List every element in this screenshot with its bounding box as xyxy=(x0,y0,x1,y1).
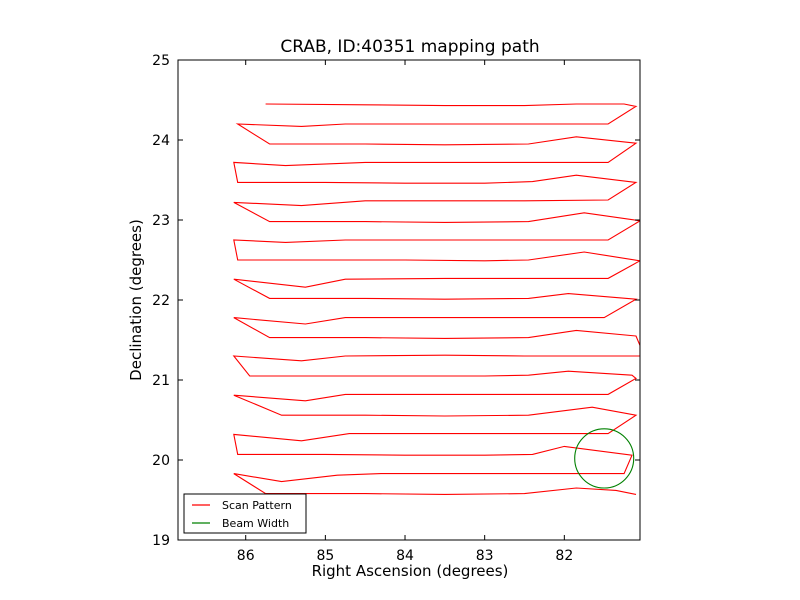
plot-content xyxy=(232,103,640,495)
chart-title: CRAB, ID:40351 mapping path xyxy=(280,37,539,57)
x-axis-label: Right Ascension (degrees) xyxy=(312,562,509,580)
y-tick-label: 21 xyxy=(152,373,170,389)
y-tick-label: 22 xyxy=(152,293,170,309)
x-tick-label: 83 xyxy=(476,548,494,564)
legend-box xyxy=(183,493,307,534)
y-tick-label: 20 xyxy=(152,453,170,469)
x-tick-label: 86 xyxy=(237,548,255,564)
y-tick-label: 23 xyxy=(152,213,170,229)
x-tick-label: 82 xyxy=(555,548,573,564)
y-tick-label: 24 xyxy=(152,133,170,149)
beam-width-circle xyxy=(574,428,635,489)
legend-label-scan-pattern: Scan Pattern xyxy=(222,499,292,512)
x-axis-ticks: 86 85 84 83 82 xyxy=(237,60,573,564)
legend: Scan Pattern Beam Width xyxy=(183,493,307,534)
y-axis-label: Declination (degrees) xyxy=(127,219,145,381)
y-tick-label: 25 xyxy=(152,53,170,69)
x-tick-label: 84 xyxy=(396,548,414,564)
legend-label-beam-width: Beam Width xyxy=(222,517,289,530)
series-line-scan-pattern xyxy=(232,103,640,495)
y-axis-ticks: 19 20 21 22 23 24 25 xyxy=(152,53,640,549)
y-tick-label: 19 xyxy=(152,533,170,549)
x-tick-label: 85 xyxy=(316,548,334,564)
